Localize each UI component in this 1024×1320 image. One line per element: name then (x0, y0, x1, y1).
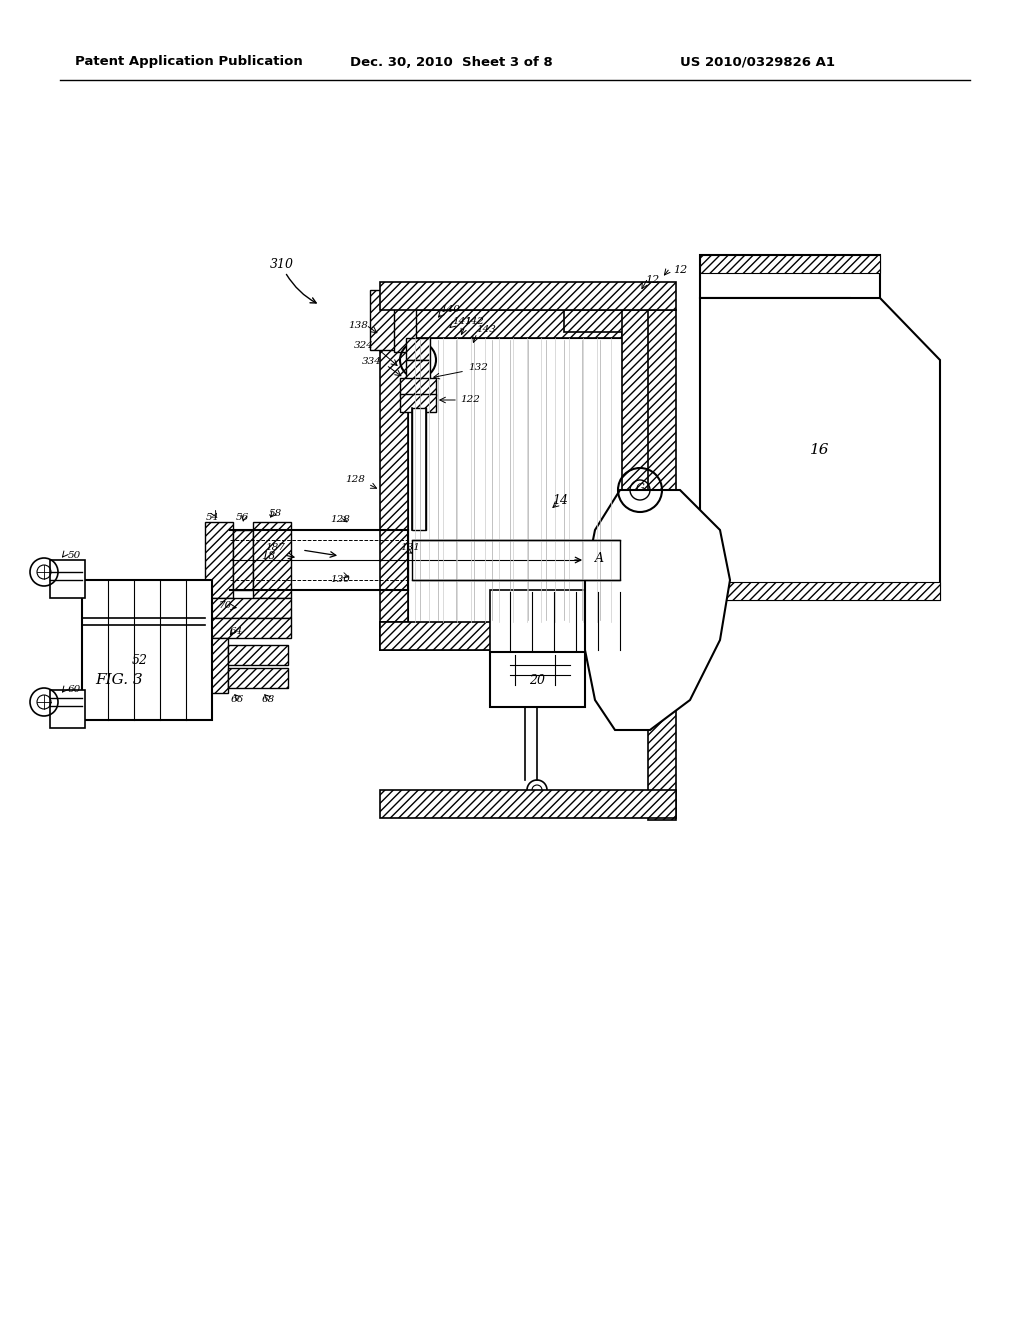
Bar (380, 310, 408, 649)
Polygon shape (700, 255, 880, 319)
Text: 60: 60 (68, 685, 81, 694)
Text: 12: 12 (673, 265, 687, 275)
Text: 128: 128 (345, 475, 365, 484)
Text: 324: 324 (354, 342, 374, 351)
Bar (380, 282, 676, 310)
Text: FIG. 3: FIG. 3 (95, 673, 142, 686)
Text: 310: 310 (270, 259, 294, 272)
Text: Dec. 30, 2010  Sheet 3 of 8: Dec. 30, 2010 Sheet 3 of 8 (350, 55, 553, 69)
Text: US 2010/0329826 A1: US 2010/0329826 A1 (680, 55, 835, 69)
Text: 128: 128 (330, 516, 350, 524)
Bar (490, 590, 630, 652)
Text: 68: 68 (261, 696, 274, 705)
Text: 54: 54 (206, 513, 219, 523)
Bar (50, 690, 85, 729)
Bar (700, 582, 940, 601)
Text: 56: 56 (236, 513, 249, 523)
Bar (50, 560, 85, 598)
Text: 66: 66 (230, 696, 244, 705)
Bar (564, 310, 650, 333)
Bar (205, 521, 233, 598)
Bar (400, 393, 436, 412)
Bar (408, 338, 622, 622)
Text: 132: 132 (468, 363, 487, 372)
Text: 58: 58 (268, 510, 282, 519)
Polygon shape (585, 490, 730, 730)
Bar (628, 290, 650, 341)
Text: 138: 138 (348, 322, 368, 330)
Bar (380, 622, 650, 649)
Text: 64: 64 (230, 627, 244, 636)
Bar (394, 308, 416, 352)
Bar (228, 645, 288, 665)
Bar (700, 255, 880, 273)
Text: A: A (595, 552, 604, 565)
Bar (205, 598, 291, 618)
Text: 143: 143 (476, 326, 496, 334)
Text: Patent Application Publication: Patent Application Publication (75, 55, 303, 69)
Bar (622, 310, 650, 649)
Text: 50: 50 (68, 550, 81, 560)
Text: 18: 18 (261, 550, 275, 561)
Bar (253, 521, 291, 598)
Polygon shape (700, 298, 940, 601)
Text: 130: 130 (330, 576, 350, 585)
Text: 187: 187 (265, 544, 285, 553)
Bar (370, 290, 410, 350)
Bar (622, 310, 650, 649)
Bar (648, 310, 676, 820)
Text: 142: 142 (464, 318, 484, 326)
Text: 52: 52 (132, 653, 148, 667)
Text: 16: 16 (810, 444, 829, 457)
Text: G: G (636, 483, 644, 492)
Bar (205, 618, 291, 638)
Text: 20: 20 (529, 673, 545, 686)
Bar (82, 579, 212, 719)
Bar (412, 408, 426, 531)
Bar (380, 310, 650, 338)
Bar (406, 360, 430, 381)
Bar (412, 540, 620, 579)
Bar (406, 338, 430, 360)
Bar (210, 638, 228, 693)
Text: 140: 140 (440, 305, 460, 314)
Bar (380, 622, 650, 649)
Text: 12: 12 (645, 275, 659, 285)
Bar (380, 789, 676, 818)
Text: 14: 14 (552, 494, 568, 507)
Text: 122: 122 (460, 396, 480, 404)
Text: 141: 141 (452, 318, 472, 326)
Bar (400, 378, 436, 396)
Text: 334: 334 (362, 358, 382, 367)
Bar (233, 531, 253, 590)
Bar (228, 668, 288, 688)
Text: 131: 131 (400, 544, 420, 553)
Bar (490, 652, 585, 708)
Text: 70: 70 (218, 601, 231, 610)
